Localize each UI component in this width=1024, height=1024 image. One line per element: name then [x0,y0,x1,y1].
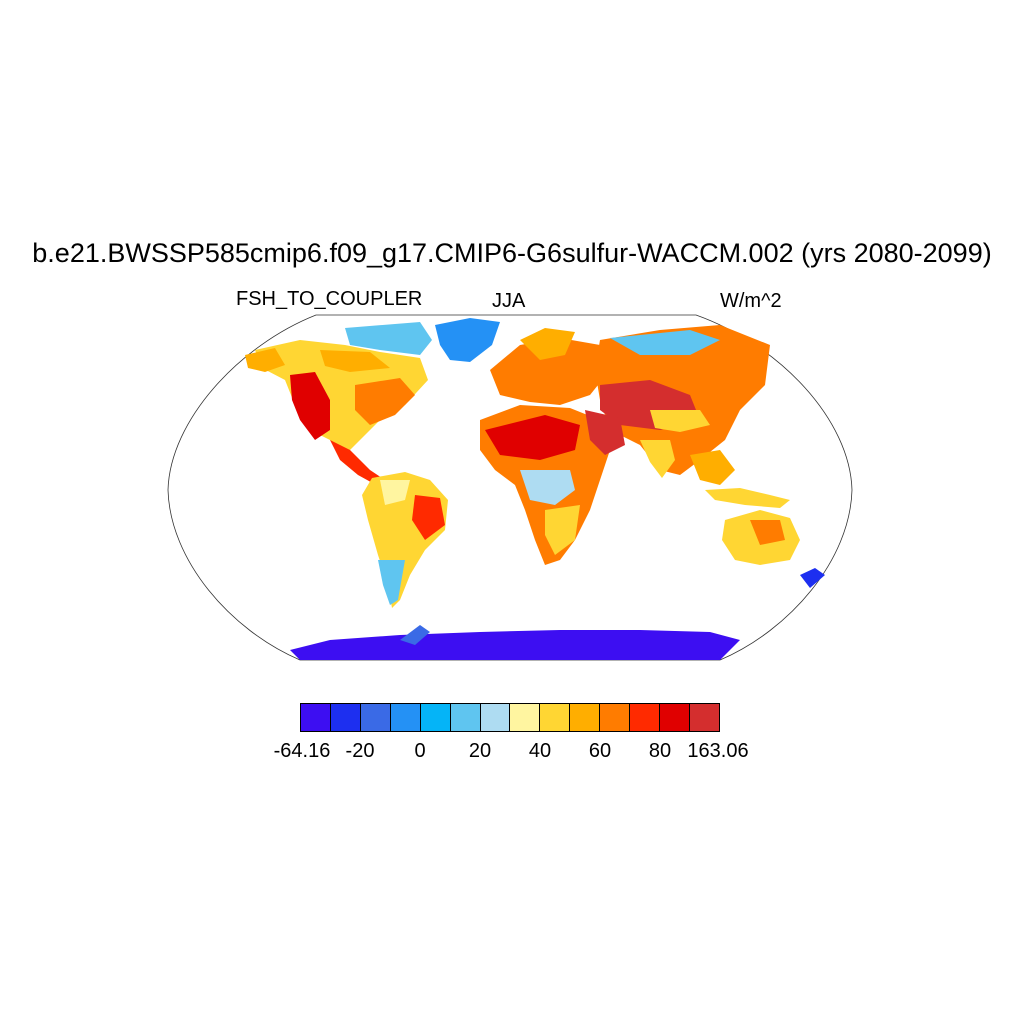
southern-africa [545,505,580,555]
central-africa-cool [520,470,575,505]
colorbar-box-1 [330,704,361,731]
colorbar-label-4: 40 [528,740,552,762]
europe [490,338,610,405]
australia-hot [750,520,785,545]
north-america [255,340,428,455]
colorbar-box-9 [570,704,601,731]
season-label: JJA [492,290,526,312]
arabia [585,410,625,455]
southeast-asia [690,450,735,485]
antarctica [290,630,740,660]
plot-title: b.e21.BWSSP585cmip6.f09_g17.CMIP6-G6sulf… [32,238,992,268]
tibet [650,410,710,432]
greenland [435,318,500,362]
colorbar-label-3: 20 [468,740,492,762]
colorbar-box-2 [360,704,391,731]
colorbar-label-6: 80 [648,740,672,762]
na-west-hot [290,372,330,440]
na-east [355,378,415,425]
colorbar-label-2: 0 [414,740,426,762]
colorbar-box-3 [390,704,421,731]
canadian-arctic [345,322,432,355]
colorbar-box-5 [450,704,481,731]
units-label: W/m^2 [720,290,782,312]
variable-label: FSH_TO_COUPLER [236,288,423,310]
colorbar-box-6 [480,704,511,731]
sa-east-hot [412,495,445,540]
alaska [245,348,285,372]
siberia-cool [610,330,720,355]
colorbar-box-12 [660,704,690,731]
sahara-hot [485,415,580,460]
colorbar-box-0 [301,704,331,731]
central-america [330,440,385,486]
colorbar-box-7 [510,704,541,731]
new-zealand [800,568,825,588]
india [640,440,675,478]
colorbar-label-0: -64.16 [273,740,331,762]
indonesia [705,488,790,508]
scandinavia [520,328,575,360]
sa-south-cool [378,560,405,605]
colorbar-box-8 [540,704,571,731]
colorbar-box-13 [689,704,719,731]
colorbar-label-5: 60 [588,740,612,762]
antarctic-peninsula [400,625,430,645]
sa-amazon [380,480,410,505]
na-north [320,350,390,372]
colorbar [300,703,720,732]
colorbar-box-11 [630,704,661,731]
colorbar-label-1: -20 [345,740,375,762]
colorbar-label-7: 163.06 [687,740,749,762]
colorbar-box-10 [600,704,631,731]
colorbar-box-4 [420,704,451,731]
